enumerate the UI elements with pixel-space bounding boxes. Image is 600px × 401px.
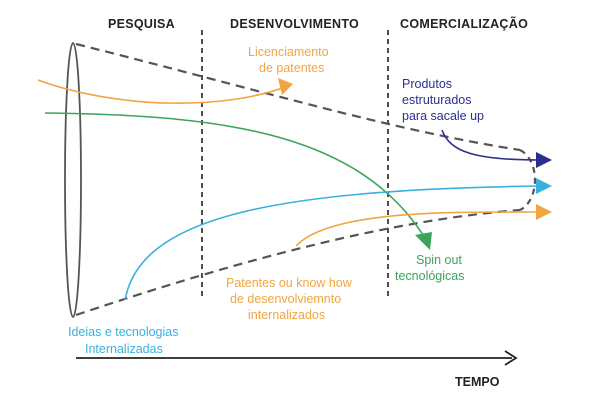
phase-comercializacao: COMERCIALIZAÇÃO (400, 16, 528, 31)
funnel-mouth (64, 42, 82, 318)
products-label-line1: Produtos (402, 77, 452, 91)
spinout-label-line1: Spin out (416, 253, 462, 267)
products-arrow-head (536, 152, 552, 168)
licensing-label-line1: Licenciamento (248, 45, 329, 59)
phase-pesquisa: PESQUISA (108, 17, 175, 31)
products-label-line2: estruturados (402, 93, 471, 107)
products-arrow-line (441, 129, 541, 161)
licensing-arrow-line (37, 79, 291, 104)
patents-arrow-head (536, 204, 552, 220)
ideas-label-line1: Ideias e tecnologias (68, 325, 179, 339)
patents-arrow-line (295, 211, 541, 247)
time-axis-label: TEMPO (455, 375, 500, 389)
patents-label-line3: internalizados (248, 308, 325, 322)
licensing-arrow-head (278, 78, 293, 95)
licensing-label-line2: de patentes (259, 61, 324, 75)
patents-label-line2: de desenvolviemnto (230, 292, 341, 306)
ideas-arrow-head (536, 178, 552, 194)
patents-label-line1: Patentes ou know how (226, 276, 353, 290)
spinout-arrow-line (44, 112, 426, 239)
ideas-arrow-line (124, 185, 541, 301)
products-label-line3: para sacale up (402, 109, 484, 123)
spinout-arrow-head (415, 232, 432, 250)
phase-desenvolvimento: DESENVOLVIMENTO (230, 17, 359, 31)
spinout-label-line2: tecnológicas (395, 269, 465, 283)
funnel-exit (519, 149, 537, 211)
funnel-bottom-edge (75, 208, 521, 317)
time-axis-arrow-head (504, 350, 518, 366)
ideas-label-line2: Internalizadas (85, 342, 163, 356)
